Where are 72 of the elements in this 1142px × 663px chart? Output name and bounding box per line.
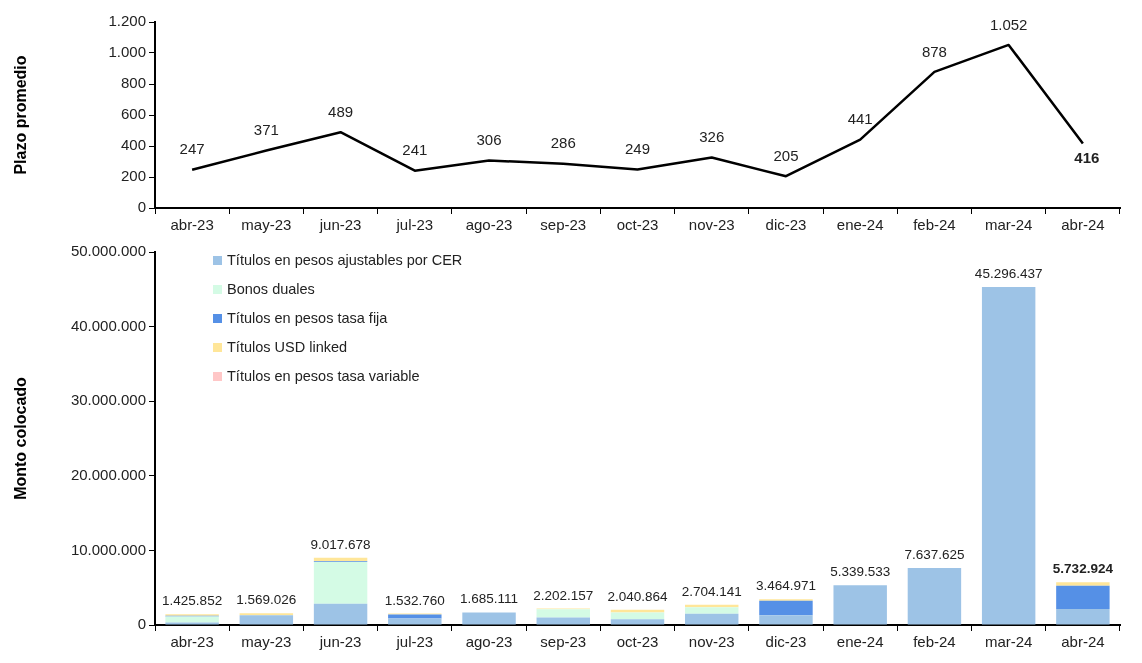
x-tick-label: ene-24 — [836, 633, 884, 651]
y-tick-label: 400 — [120, 136, 146, 154]
total-label: 1.569.026 — [236, 592, 297, 608]
y-tick-label: 40.000.000 — [70, 316, 146, 334]
x-tick-label: abr-23 — [170, 216, 214, 234]
y-tick-label: 10.000.000 — [70, 540, 146, 558]
x-tick-label: abr-23 — [170, 633, 214, 651]
total-label: 3.464.971 — [755, 578, 816, 594]
x-tick-label: dic-23 — [765, 633, 807, 651]
total-label: 9.017.678 — [310, 536, 371, 552]
y-tick-label: 1.000 — [108, 43, 146, 61]
x-tick-label: jul-23 — [395, 633, 434, 651]
data-label: 371 — [253, 121, 279, 139]
data-label: 489 — [328, 102, 354, 120]
legend-label: Títulos en pesos tasa fija — [227, 309, 388, 328]
y-tick-label: 1.200 — [108, 12, 146, 30]
y-tick-label: 0 — [137, 615, 146, 633]
data-label: 416 — [1074, 149, 1100, 167]
x-tick-label: sep-23 — [540, 633, 587, 651]
total-label: 1.532.760 — [384, 592, 445, 608]
x-tick-label: mar-24 — [984, 633, 1033, 651]
x-tick-label: sep-23 — [540, 216, 587, 234]
y-tick-label: 30.000.000 — [70, 391, 146, 409]
x-tick-label: feb-24 — [913, 216, 956, 234]
x-tick-label: jun-23 — [318, 216, 362, 234]
data-label: 878 — [921, 42, 947, 60]
x-tick-label: feb-24 — [913, 633, 956, 651]
x-tick-label: dic-23 — [765, 216, 807, 234]
data-label: 249 — [624, 140, 651, 158]
total-label: 2.704.141 — [681, 583, 742, 599]
legend-label: Títulos en pesos ajustables por CER — [227, 251, 463, 270]
x-tick-label: abr-24 — [1061, 216, 1105, 234]
x-tick-label: ene-24 — [836, 216, 884, 234]
y-tick-label: 800 — [120, 74, 146, 92]
total-label: 5.339.533 — [830, 564, 891, 580]
x-tick-label: jun-23 — [318, 633, 362, 651]
total-label: 2.202.157 — [533, 587, 594, 603]
total-label: 5.732.924 — [1052, 561, 1114, 577]
total-label: 1.685.111 — [460, 591, 519, 607]
y-axis-title: Monto colocado — [12, 376, 30, 500]
data-label: 247 — [179, 140, 205, 158]
data-label: 241 — [402, 141, 428, 159]
x-tick-label: nov-23 — [688, 633, 735, 651]
data-label: 441 — [847, 110, 873, 128]
x-tick-label: abr-24 — [1061, 633, 1105, 651]
y-tick-label: 20.000.000 — [70, 465, 146, 483]
x-tick-label: oct-23 — [616, 633, 659, 651]
x-tick-label: jul-23 — [395, 216, 434, 234]
total-label: 7.637.625 — [904, 546, 965, 562]
x-tick-label: may-23 — [241, 633, 292, 651]
legend-label: Títulos USD linked — [227, 338, 348, 357]
x-tick-label: nov-23 — [688, 216, 735, 234]
total-label: 2.040.864 — [607, 588, 669, 604]
data-label: 326 — [699, 128, 725, 146]
y-tick-label: 0 — [137, 198, 146, 216]
x-tick-label: ago-23 — [465, 633, 513, 651]
data-label: 1.052 — [989, 15, 1028, 33]
data-label: 306 — [476, 131, 502, 149]
total-label: 45.296.437 — [974, 266, 1043, 282]
data-label: 286 — [550, 134, 576, 152]
x-tick-label: mar-24 — [984, 216, 1033, 234]
x-tick-label: oct-23 — [616, 216, 659, 234]
legend-label: Títulos en pesos tasa variable — [227, 367, 420, 386]
x-tick-label: may-23 — [241, 216, 292, 234]
legend-label: Bonos duales — [227, 280, 315, 299]
total-label: 1.425.852 — [162, 593, 223, 609]
x-tick-label: ago-23 — [465, 216, 513, 234]
y-tick-label: 600 — [120, 105, 146, 123]
y-axis-title: Plazo promedio — [12, 55, 30, 175]
y-tick-label: 200 — [120, 167, 146, 185]
y-tick-label: 50.000.000 — [70, 242, 146, 260]
data-label: 205 — [773, 146, 799, 164]
